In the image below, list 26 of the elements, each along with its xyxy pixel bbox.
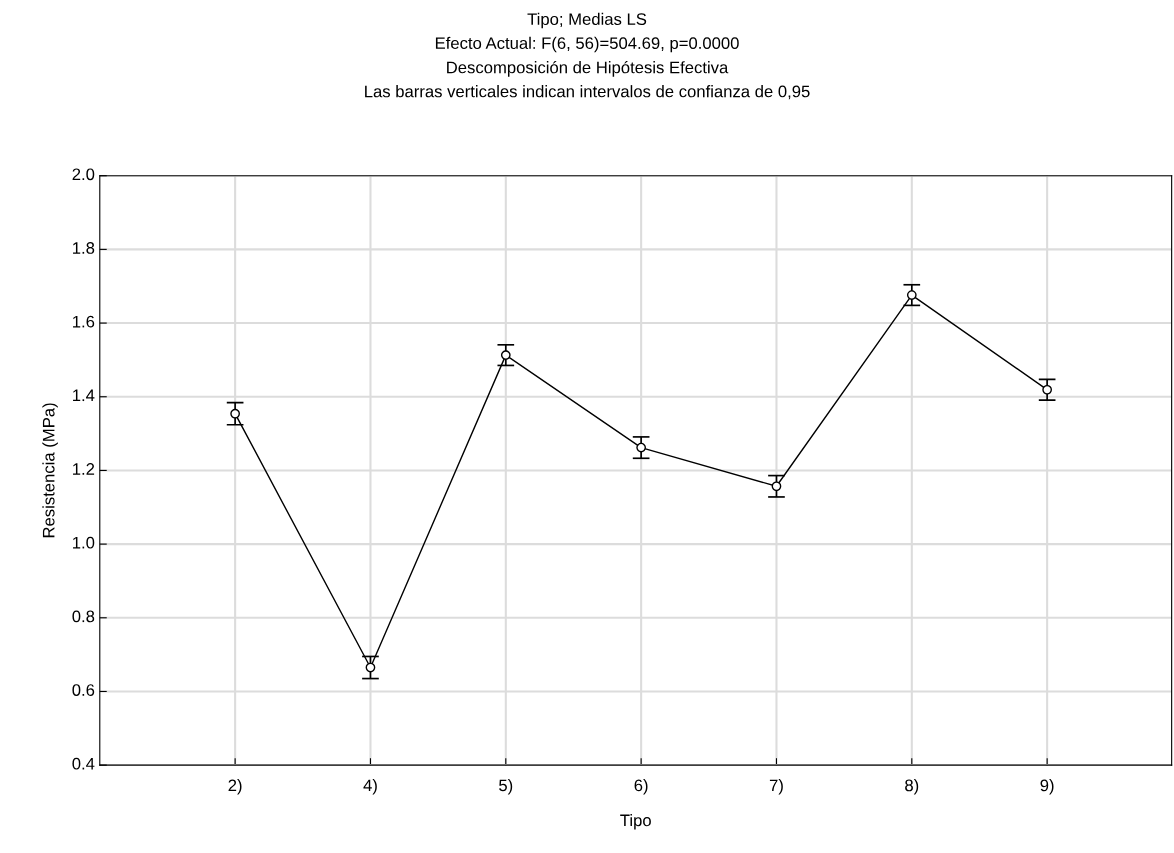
chart-title: Tipo; Medias LS Efecto Actual: F(6, 56)=504.69, p=0.0000 Descomposición de Hipótesis Efectiva Las barras verticales indican intervalos de confianza de 0,95	[365, 12, 810, 100]
y-tick-label: 0.6	[72, 684, 95, 696]
point	[906, 290, 917, 300]
y-tick-label: 1.0	[73, 536, 95, 549]
y-tick-label: 0.8	[72, 610, 95, 623]
y-tick-label: 1.8	[73, 242, 95, 254]
point	[230, 408, 240, 419]
y-tick-label: 1.4	[73, 389, 95, 402]
y-tick-label: 1.2	[73, 463, 95, 475]
x-tick-label: 5)	[499, 779, 513, 795]
point	[365, 662, 376, 673]
x-tick-label: 4)	[363, 779, 377, 795]
point	[500, 350, 511, 360]
y-tick-label: 0.4	[72, 757, 95, 770]
x-tick-label: 2)	[228, 779, 242, 795]
point	[1042, 384, 1053, 395]
x-tick-label: 7)	[769, 779, 783, 795]
x-tick-label: 6)	[634, 779, 648, 795]
y-tick-label: 2.0	[72, 168, 95, 181]
point	[771, 481, 782, 492]
point	[636, 442, 646, 453]
x-tick-label: 8)	[905, 779, 919, 795]
y-axis-title: Resistencia (MPa)	[42, 403, 58, 538]
x-tick-label: 9)	[1040, 779, 1054, 795]
x-axis-title: Tipo	[620, 814, 651, 830]
y-tick-label: 1.6	[73, 315, 95, 328]
